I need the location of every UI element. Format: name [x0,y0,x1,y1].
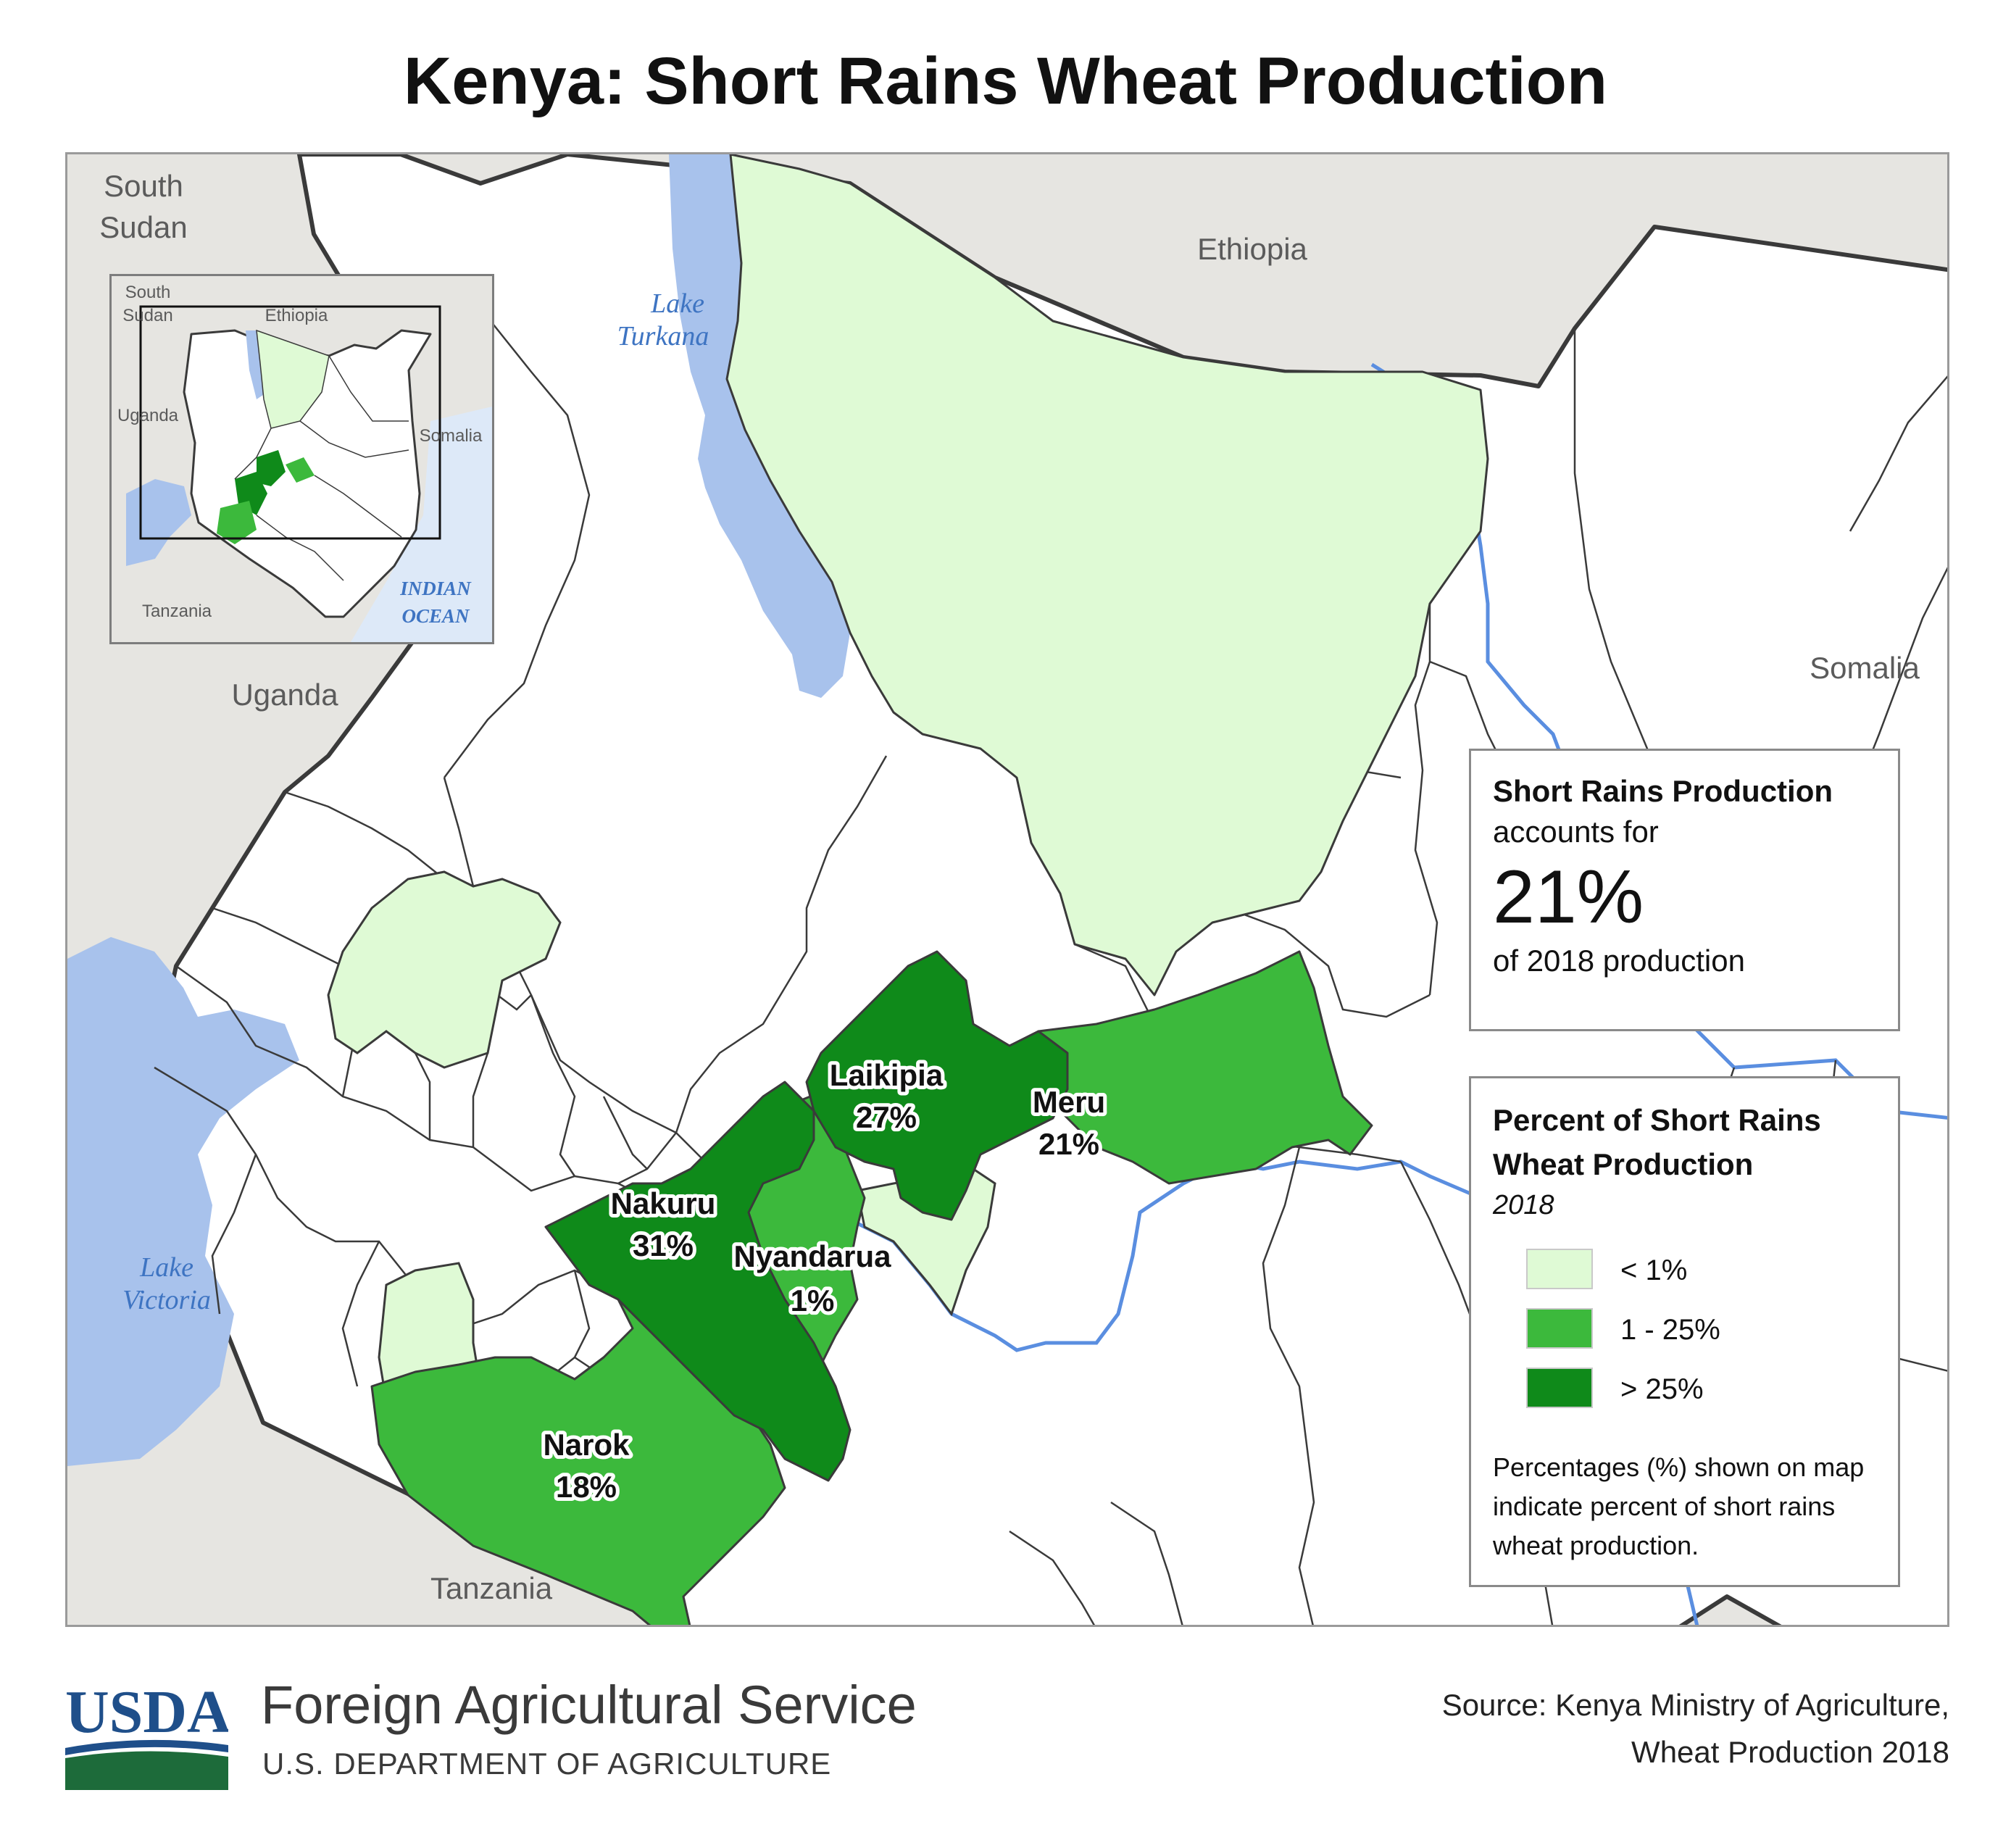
label-laikipia-value: 27% [856,1100,917,1134]
lake-turkana [669,154,850,698]
inset-label-south-sudan-1: South [125,283,171,302]
label-meru-name: Meru [1033,1085,1105,1119]
source-line-1: Source: Kenya Ministry of Agriculture, [1441,1688,1949,1722]
label-nyandarua-name: Nyandarua [733,1239,891,1273]
county-west-pokot [327,870,562,1069]
label-nakuru-value: 31% [633,1228,694,1262]
inset-narok [217,501,257,544]
source-line-2: Wheat Production 2018 [1631,1735,1949,1770]
inset-locator-map: South Sudan Ethiopia Uganda Somalia Tanz… [109,274,494,644]
legend-swatch-low [1526,1249,1593,1289]
inset-meru [286,457,315,483]
legend-label-low: < 1% [1620,1254,1688,1286]
inset-extent-box [139,305,441,540]
legend-swatch-high [1526,1368,1593,1408]
label-nyandarua-value: 1% [791,1283,835,1318]
summary-line1: accounts for [1493,815,1659,849]
inset-svg: South Sudan Ethiopia Uganda Somalia Tanz… [117,283,492,642]
label-tanzania: Tanzania [430,1571,553,1605]
summary-line2: of 2018 production [1493,944,1745,978]
inset-label-uganda: Uganda [117,406,179,425]
map-title: Kenya: Short Rains Wheat Production [403,44,1608,118]
inset-ocean-area [351,407,492,642]
legend-title: Percent of Short Rains Wheat Production [1493,1103,1821,1181]
label-narok-name: Narok [543,1428,630,1462]
label-meru-value: 21% [1038,1127,1099,1161]
label-uganda: Uganda [231,678,338,712]
legend-label-high: > 25% [1620,1373,1704,1405]
label-lake-victoria-1: Lake [139,1252,193,1283]
summary-box: Short Rains Production accounts for 21% … [1469,749,1900,1031]
inset-label-ethiopia: Ethiopia [265,306,328,325]
usda-logo: USDA [65,1681,228,1790]
label-lake-turkana-1: Lake [650,288,704,319]
legend-swatch-mid [1526,1308,1593,1349]
inset-laikipia [257,450,286,486]
inset-label-ocean-1: INDIAN [399,578,472,599]
summary-value: 21% [1493,855,1644,939]
inset-label-ocean-2: OCEAN [401,605,470,627]
label-lake-victoria-2: Victoria [122,1285,211,1315]
inset-lake-victoria [126,479,191,566]
legend-note: Percentages (%) shown on map indicate pe… [1493,1452,1865,1560]
label-ethiopia: Ethiopia [1197,232,1307,266]
inset-marsabit [256,329,330,429]
county-marsabit [725,154,1489,996]
agency-name: Foreign Agricultural Service [261,1675,917,1735]
label-lake-turkana-2: Turkana [617,321,709,351]
label-south-sudan-1: South [104,169,183,203]
label-laikipia-name: Laikipia [830,1058,944,1092]
lake-victoria [67,937,299,1466]
county-meru [1023,950,1373,1185]
county-nakuru [544,1081,852,1482]
department-name: U.S. DEPARTMENT OF AGRICULTURE [262,1747,832,1781]
inset-county-lines [234,355,409,581]
label-somalia: Somalia [1810,651,1920,685]
source-note: Source: Kenya Ministry of Agriculture, W… [1442,1681,1949,1776]
inset-label-somalia: Somalia [420,426,483,446]
legend-box: Percent of Short Rains Wheat Production … [1469,1076,1900,1587]
legend-label-mid: 1 - 25% [1620,1314,1720,1346]
inset-label-south-sudan-2: Sudan [122,306,172,325]
county-laikipia [805,950,1069,1221]
inset-label-tanzania: Tanzania [142,602,212,621]
summary-title: Short Rains Production [1493,774,1833,808]
legend-year: 2018 [1493,1189,1554,1220]
label-nakuru-name: Nakuru [611,1186,716,1220]
label-south-sudan-2: Sudan [99,210,187,244]
label-narok-value: 18% [556,1470,617,1504]
usda-logo-text: USDA [65,1681,228,1746]
